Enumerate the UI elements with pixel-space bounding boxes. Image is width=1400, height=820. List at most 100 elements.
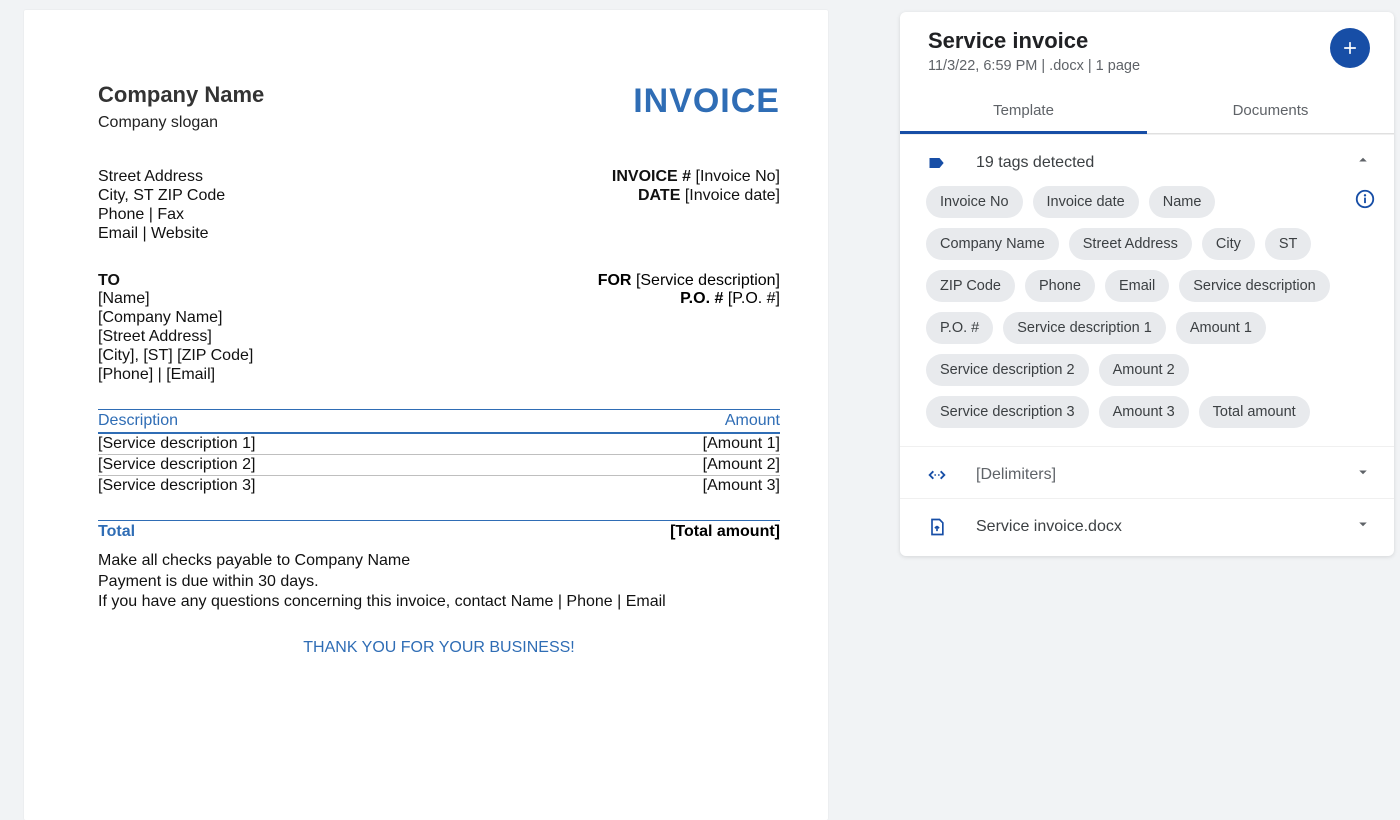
tag-chip[interactable]: Amount 1: [1176, 312, 1266, 344]
company-name: Company Name: [98, 82, 264, 108]
tag-icon: [926, 153, 948, 173]
table-body: [Service description 1][Amount 1][Servic…: [98, 434, 780, 496]
row-amount: [Amount 1]: [703, 435, 780, 453]
footer-line-2: Payment is due within 30 days.: [98, 572, 780, 593]
to-for-row: TO [Name] [Company Name] [Street Address…: [98, 272, 780, 385]
footer-thanks: THANK YOU FOR YOUR BUSINESS!: [98, 639, 780, 657]
tag-chip[interactable]: Email: [1105, 270, 1169, 302]
po-row: P.O. # [P.O. #]: [598, 290, 780, 309]
plus-icon: [1340, 38, 1360, 58]
services-table: Description Amount [Service description …: [98, 409, 780, 541]
table-row: [Service description 3] [Amount 3]: [98, 476, 780, 496]
panel-subtitle: 11/3/22, 6:59 PM | .docx | 1 page: [928, 58, 1140, 74]
tag-chip[interactable]: Name: [1149, 186, 1216, 218]
row-description: [Service description 1]: [98, 435, 255, 453]
company-block: Company Name Company slogan: [98, 82, 264, 132]
add-button[interactable]: [1330, 28, 1370, 68]
delimiters-row[interactable]: [Delimiters]: [900, 447, 1394, 498]
invoice-no-row: INVOICE # [Invoice No]: [612, 168, 780, 187]
tag-chip[interactable]: Service description 1: [1003, 312, 1166, 344]
header-amount: Amount: [725, 412, 780, 430]
tag-chip[interactable]: Service description: [1179, 270, 1330, 302]
chevron-up-icon[interactable]: [1354, 151, 1372, 174]
po-value: [P.O. #]: [728, 290, 780, 307]
footer-line-3: If you have any questions concerning thi…: [98, 592, 780, 613]
tag-chip[interactable]: ST: [1265, 228, 1312, 260]
template-panel: Service invoice 11/3/22, 6:59 PM | .docx…: [900, 12, 1394, 556]
panel-title: Service invoice: [928, 28, 1140, 54]
address-meta-row: Street Address City, ST ZIP Code Phone |…: [98, 168, 780, 244]
table-row: [Service description 2][Amount 2]: [98, 455, 780, 476]
file-label: Service invoice.docx: [976, 518, 1354, 536]
file-section: Service invoice.docx: [900, 498, 1394, 556]
footer-line-1: Make all checks payable to Company Name: [98, 551, 780, 572]
tag-chip[interactable]: ZIP Code: [926, 270, 1015, 302]
footer-lines: Make all checks payable to Company Name …: [98, 551, 780, 613]
address-line-3: Phone | Fax: [98, 206, 225, 225]
for-label: FOR: [598, 272, 632, 289]
tags-summary: 19 tags detected: [976, 154, 1354, 172]
file-row[interactable]: Service invoice.docx: [900, 499, 1394, 556]
row-amount: [Amount 3]: [703, 477, 780, 495]
tag-chip[interactable]: Service description 2: [926, 354, 1089, 386]
total-label: Total: [98, 523, 135, 541]
for-block: FOR [Service description] P.O. # [P.O. #…: [598, 272, 780, 385]
tab-documents[interactable]: Documents: [1147, 88, 1394, 133]
tag-chip[interactable]: P.O. #: [926, 312, 993, 344]
tags-section: 19 tags detected Invoice No Invoice date N…: [900, 134, 1394, 446]
panel-title-block: Service invoice 11/3/22, 6:59 PM | .docx…: [928, 28, 1140, 74]
table-row: [Service description 1] [Amount 1]: [98, 434, 780, 455]
side-panel-container: Service invoice 11/3/22, 6:59 PM | .docx…: [900, 0, 1394, 820]
tag-chip[interactable]: Invoice No: [926, 186, 1023, 218]
company-slogan: Company slogan: [98, 114, 264, 132]
delimiters-label: [Delimiters]: [976, 466, 1354, 484]
to-street: [Street Address]: [98, 328, 253, 347]
file-upload-icon: [926, 516, 948, 538]
document-page: Company Name Company slogan INVOICE Stre…: [24, 10, 828, 820]
to-block: TO [Name] [Company Name] [Street Address…: [98, 272, 253, 385]
to-phone-email: [Phone] | [Email]: [98, 366, 253, 385]
tag-chip[interactable]: Company Name: [926, 228, 1059, 260]
panel-header: Service invoice 11/3/22, 6:59 PM | .docx…: [900, 12, 1394, 74]
tag-chip[interactable]: Amount 2: [1099, 354, 1189, 386]
to-label: TO: [98, 272, 253, 291]
table-total-row: Total [Total amount]: [98, 520, 780, 541]
delimiters-section: [Delimiters]: [900, 446, 1394, 498]
tag-chip[interactable]: City: [1202, 228, 1255, 260]
tags-body: Invoice No Invoice date Name Company Name St…: [900, 186, 1394, 446]
tags-list: Invoice No Invoice date Name Company Name St…: [926, 186, 1346, 428]
address-line-4: Email | Website: [98, 225, 225, 244]
invoice-meta: INVOICE # [Invoice No] DATE [Invoice dat…: [612, 168, 780, 244]
invoice-date-row: DATE [Invoice date]: [612, 187, 780, 206]
document-header: Company Name Company slogan INVOICE: [98, 82, 780, 132]
company-address: Street Address City, ST ZIP Code Phone |…: [98, 168, 225, 244]
row-description: [Service description 3]: [98, 477, 255, 495]
address-line-1: Street Address: [98, 168, 225, 187]
to-name: [Name]: [98, 290, 253, 309]
info-icon: [1354, 188, 1376, 210]
invoice-no-label: INVOICE #: [612, 168, 691, 185]
to-city-line: [City], [ST] [ZIP Code]: [98, 347, 253, 366]
table-header-row: Description Amount: [98, 409, 780, 434]
tag-chip[interactable]: Street Address: [1069, 228, 1192, 260]
total-value: [Total amount]: [670, 523, 780, 541]
address-line-2: City, ST ZIP Code: [98, 187, 225, 206]
row-amount: [Amount 2]: [703, 456, 780, 474]
for-row: FOR [Service description]: [598, 272, 780, 291]
tag-chip[interactable]: Phone: [1025, 270, 1095, 302]
invoice-no-value: [Invoice No]: [696, 168, 780, 185]
tags-section-header[interactable]: 19 tags detected: [900, 135, 1394, 186]
app-root: Company Name Company slogan INVOICE Stre…: [0, 0, 1400, 820]
tag-chip[interactable]: Service description 3: [926, 396, 1089, 428]
info-button[interactable]: [1354, 188, 1376, 215]
chevron-down-icon[interactable]: [1354, 515, 1372, 538]
tabs: Template Documents: [900, 88, 1394, 134]
invoice-date-label: DATE: [638, 187, 680, 204]
delimiters-icon: [926, 464, 948, 486]
tag-chip[interactable]: Amount 3: [1099, 396, 1189, 428]
tag-chip[interactable]: Total amount: [1199, 396, 1310, 428]
tab-template[interactable]: Template: [900, 88, 1147, 133]
tag-chip[interactable]: Invoice date: [1033, 186, 1139, 218]
chevron-down-icon[interactable]: [1354, 463, 1372, 486]
invoice-date-value: [Invoice date]: [685, 187, 780, 204]
